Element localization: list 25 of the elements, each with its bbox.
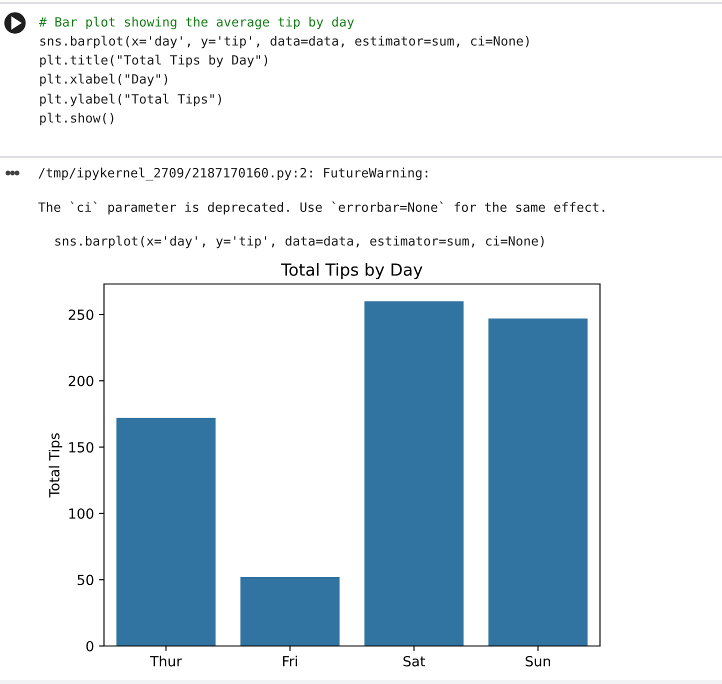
bar bbox=[240, 577, 340, 646]
text: plt.ylabel("Total Tips") bbox=[40, 94, 221, 106]
text: The `ci` parameter is deprecated. Use `errorbar=None` for the same effect. bbox=[38, 202, 604, 214]
bar bbox=[364, 301, 464, 646]
text: plt.xlabel("Day") bbox=[40, 74, 168, 86]
chart-title: Total Tips by Day bbox=[281, 263, 422, 280]
text: # Bar plot showing the average tip by day bbox=[39, 16, 354, 30]
bar bbox=[488, 318, 588, 646]
y-tick-label: 50 bbox=[78, 574, 94, 586]
text: plt.show() bbox=[40, 112, 114, 126]
text: /tmp/ipykernel_2709/2187170160.py:2: FutureWarning: bbox=[38, 168, 428, 180]
text: plt.title("Total Tips by Day") bbox=[40, 54, 268, 68]
y-tick-label: 100 bbox=[69, 508, 94, 519]
y-tick-label: 200 bbox=[68, 376, 94, 386]
x-tick-label: Thur bbox=[150, 656, 182, 666]
text: sns.barplot(x='day', y='tip', data=data, estimator=sum, ci=None) bbox=[55, 236, 544, 248]
text: sns.barplot(x='day', y='tip', data=data, estimator=sum, ci=None) bbox=[40, 36, 529, 48]
y-axis-title: Total Tips bbox=[48, 433, 62, 498]
y-tick-label: 150 bbox=[69, 442, 94, 453]
x-tick-label: Sun bbox=[526, 656, 550, 666]
x-tick-label: Fri bbox=[283, 656, 297, 666]
y-tick-label: 0 bbox=[86, 640, 94, 652]
bar bbox=[116, 418, 216, 646]
x-tick-label: Sat bbox=[404, 656, 426, 666]
y-tick-label: 250 bbox=[68, 309, 94, 320]
